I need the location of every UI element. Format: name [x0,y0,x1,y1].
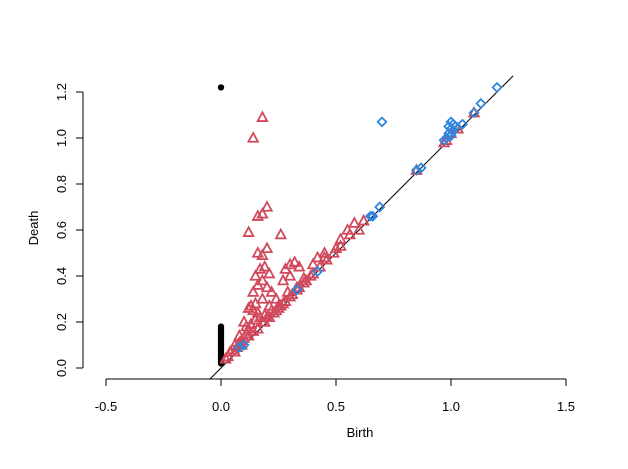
x-axis-label: Birth [347,425,374,440]
data-point [260,200,274,212]
data-point [274,227,288,240]
data-point [279,262,292,274]
y-axis-label: Death [26,211,41,246]
x-tick-label: 1.5 [557,399,575,414]
data-point [374,201,386,213]
data-point [263,310,276,323]
data-point [260,241,274,254]
data-point [263,266,276,279]
data-point [491,81,503,93]
x-tick-label: 1.0 [442,399,460,414]
data-point [276,296,290,309]
y-tick-label: 0.0 [54,359,69,377]
y-tick-label: 0.8 [54,175,69,193]
data-point [269,303,283,316]
data-point [269,292,283,304]
data-point [219,351,232,364]
data-point [260,280,274,293]
data-point [251,278,265,290]
data-point [251,209,265,221]
data-point [256,110,269,122]
data-point [226,342,239,355]
data-point [283,269,297,281]
data-point [265,285,278,297]
data-point [283,289,297,302]
data-point [456,118,469,130]
data-point [311,250,324,263]
y-axis: 0.0 0.2 0.4 0.6 0.8 1.0 1.2 [54,83,84,377]
data-point [367,210,379,222]
points-layer [217,81,503,367]
data-point [242,225,255,237]
data-point [352,223,366,235]
y-tick-label: 0.6 [54,221,69,239]
y-tick-label: 0.4 [54,267,69,285]
data-point [468,107,480,119]
data-point [288,255,301,267]
data-point [357,213,370,226]
data-point [253,262,267,274]
data-point [312,265,324,277]
data-point [217,84,225,91]
y-tick-label: 1.0 [54,129,69,147]
x-tick-label: 0.5 [327,399,345,414]
data-point [334,239,347,251]
y-tick-label: 0.2 [54,313,69,331]
data-point [291,284,303,296]
data-point [297,276,311,288]
x-tick-label: 0.0 [212,399,230,414]
data-point [246,285,260,297]
data-point [258,259,271,272]
data-point [256,207,269,219]
data-point [249,269,262,281]
data-point [348,216,361,228]
data-point [256,248,269,260]
y-tick-label: 1.2 [54,83,69,101]
data-point [304,269,317,281]
data-point [292,259,306,272]
data-point [228,345,242,357]
data-point [249,296,262,309]
data-point [251,246,265,258]
data-point [343,227,357,240]
data-point [274,299,288,311]
x-tick-label: -0.5 [95,399,117,414]
data-point [256,292,269,304]
data-point [276,273,290,286]
data-point [376,116,388,128]
data-point [318,246,331,258]
data-point [320,253,334,265]
data-point [246,324,260,336]
data-point [249,312,262,325]
data-point [327,246,340,258]
data-point [246,131,260,143]
data-point [267,305,281,318]
data-point [251,322,265,334]
data-point [364,210,377,222]
data-point [242,301,255,313]
data-point [283,257,297,270]
data-point [256,273,269,286]
data-point [233,341,245,353]
data-point [246,303,260,316]
data-point [410,164,423,176]
data-point [438,134,450,146]
x-axis: -0.5 0.0 0.5 1.0 1.5 [95,378,575,414]
data-point [475,97,487,110]
